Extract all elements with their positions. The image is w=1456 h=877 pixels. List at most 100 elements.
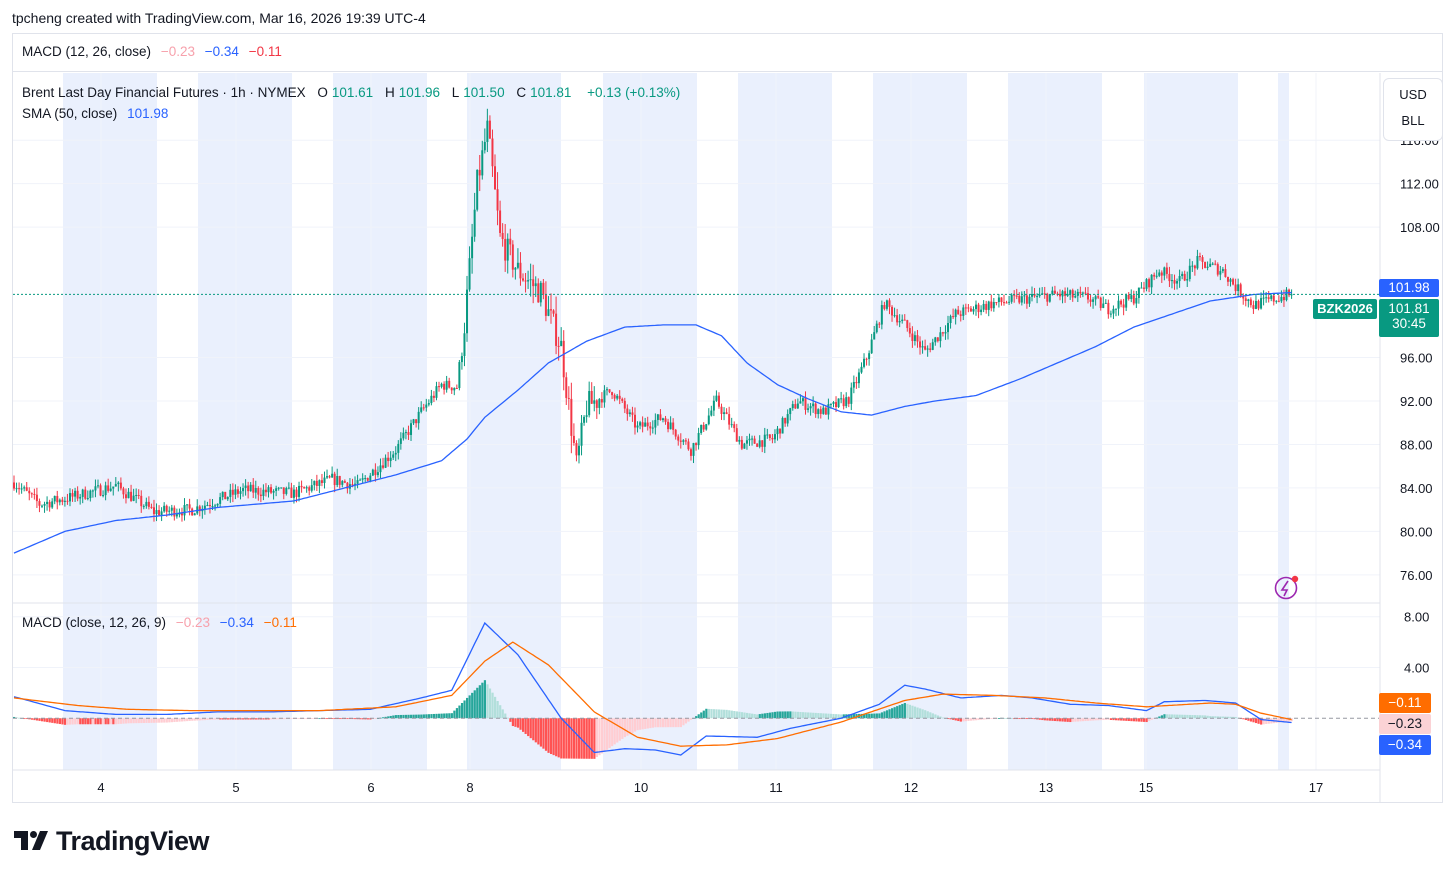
candle-body [147, 501, 150, 507]
macd-histogram-bar [651, 718, 654, 728]
macd-histogram-bar [160, 718, 163, 723]
candle-body [891, 306, 894, 316]
candle-body [1280, 296, 1283, 302]
macd-histogram-bar [443, 713, 446, 719]
candle-body [896, 315, 899, 323]
macd-histogram-bar [117, 718, 120, 725]
high-label: H [384, 85, 395, 100]
candle-body [1036, 296, 1039, 298]
macd-histogram-bar [1288, 718, 1291, 722]
macd-histogram-bar [654, 718, 657, 728]
candle-body [921, 346, 924, 348]
tradingview-logo[interactable]: TradingView [14, 826, 210, 856]
candle-body [1125, 295, 1128, 308]
candle-body [1120, 300, 1123, 305]
macd-histogram-bar [481, 682, 484, 719]
macd-histogram-bar [249, 718, 252, 720]
macd-histogram-bar [595, 718, 599, 758]
macd-histogram-bar [633, 718, 637, 732]
candle-body [351, 484, 354, 486]
candle-body [137, 494, 140, 496]
main-legend[interactable]: Brent Last Day Financial Futures · 1h · … [22, 85, 684, 100]
candle-body [468, 258, 471, 290]
macd-histogram-bar [455, 708, 459, 719]
candle-body [394, 452, 397, 455]
macd-histogram-bar [1229, 716, 1232, 719]
candle-body [1176, 281, 1179, 284]
macd-histogram-bar [1135, 718, 1138, 722]
last-price-tag: 101.81 30:45 [1379, 299, 1439, 337]
alert-icon[interactable] [1274, 575, 1299, 600]
candle-body [460, 356, 463, 363]
candle-body [1249, 299, 1252, 306]
macd-histogram-bar [794, 711, 797, 719]
candle-body [514, 267, 517, 270]
candle-body [837, 398, 840, 407]
candle-body [959, 314, 962, 316]
candle-body [1272, 295, 1275, 302]
candle-body [234, 489, 237, 495]
macd-histogram-bar [689, 718, 693, 720]
macd-histogram-bar [1285, 718, 1288, 722]
candle-body [980, 309, 983, 313]
macd-histogram-bar [1117, 718, 1120, 721]
last-price-value: 101.81 [1388, 301, 1430, 316]
candle-body [96, 485, 99, 487]
axis-units-box[interactable]: USD BLL [1383, 78, 1443, 141]
candle-body [20, 488, 23, 490]
candle-body [967, 307, 970, 309]
macd-histogram-bar [641, 718, 644, 730]
candle-body [1188, 265, 1191, 280]
macd-histogram-bar [359, 718, 362, 720]
macd-histogram-bar [555, 718, 558, 757]
candle-body [1048, 294, 1051, 302]
candle-body [1025, 295, 1028, 304]
macd-histogram-bar [102, 718, 105, 725]
candle-body [1023, 295, 1026, 297]
candle-body [901, 319, 904, 322]
candle-body [404, 432, 407, 434]
macd-histogram-bar [911, 705, 914, 719]
candle-body [997, 297, 1000, 303]
macd-histogram-bar [33, 718, 36, 721]
candle-body [672, 422, 675, 430]
candle-body [387, 457, 390, 462]
candle-body [539, 282, 542, 303]
macd-histogram-bar [155, 718, 158, 723]
macd-histogram-bar [420, 714, 423, 719]
candle-body [453, 388, 456, 391]
candle-body [791, 404, 794, 409]
candle-body [313, 480, 316, 486]
tv-logo-icon [14, 831, 48, 850]
time-tick-label: 11 [769, 780, 783, 795]
sma-legend[interactable]: SMA (50, close) 101.98 [22, 106, 168, 121]
price-tick-label: 112.00 [1400, 177, 1439, 192]
macd-histogram-bar [623, 718, 626, 738]
candle-body [282, 487, 285, 494]
macd-histogram-bar [275, 718, 278, 720]
candle-body [18, 488, 21, 490]
candle-body [944, 332, 947, 334]
candle-body [53, 495, 56, 502]
macd-histogram-bar [38, 718, 41, 721]
macd-histogram-bar [959, 718, 962, 722]
macd-histogram-bar [883, 711, 886, 719]
macd-histogram-bar [572, 718, 576, 759]
candle-body [863, 358, 866, 367]
macd-tick-label: 8.00 [1404, 610, 1429, 625]
macd-histogram-bar [1081, 718, 1085, 722]
candle-body [158, 510, 161, 516]
macd-histogram-bar [919, 708, 922, 719]
candle-body [626, 408, 629, 415]
macd-histogram-bar [1137, 718, 1141, 722]
macd-histogram-bar [1104, 718, 1108, 720]
top-macd-legend[interactable]: MACD (12, 26, close) −0.23 −0.34 −0.11 [22, 44, 282, 59]
macd-histogram-bar [745, 712, 749, 719]
macd-histogram-bar [389, 715, 392, 719]
candle-body [183, 505, 186, 516]
macd-legend[interactable]: MACD (close, 12, 26, 9) −0.23 −0.34 −0.1… [22, 615, 297, 630]
macd-histogram-bar [1018, 718, 1021, 720]
macd-histogram-bar [916, 707, 919, 719]
macd-histogram-bar [382, 717, 385, 719]
